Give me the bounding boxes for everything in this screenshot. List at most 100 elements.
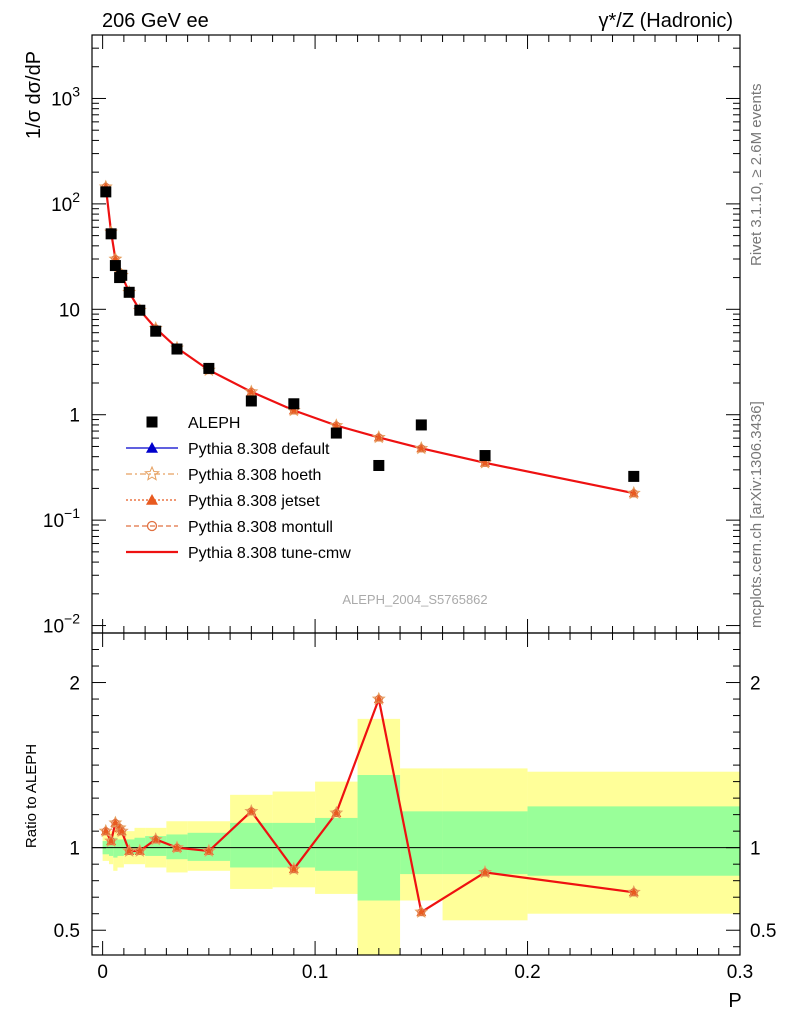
rivet-version-label: Rivet 3.1.10, ≥ 2.6M events xyxy=(748,84,765,267)
y-tick-label: 10 xyxy=(59,300,80,321)
uncertainty-band-inner xyxy=(442,811,528,875)
legend-marker-hoeth xyxy=(144,465,160,481)
legend-label: Pythia 8.308 hoeth xyxy=(188,467,321,484)
ratio-ylabel: Ratio to ALEPH xyxy=(23,744,40,848)
data-point-aleph xyxy=(171,343,183,355)
ratio-marker-hoeth xyxy=(132,843,147,857)
ratio-marker-hoeth xyxy=(201,843,216,857)
data-point-aleph xyxy=(415,419,427,431)
ratio-marker-montull xyxy=(332,808,341,817)
data-point-aleph xyxy=(100,186,112,198)
mc-marker-hoeth xyxy=(626,485,641,500)
ratio-marker-montull xyxy=(481,868,490,877)
mc-marker-montull xyxy=(374,433,383,442)
ratio-marker-montull xyxy=(374,695,383,704)
data-point-aleph xyxy=(330,427,342,439)
mc-marker-montull xyxy=(247,387,256,396)
legend-marker-montull xyxy=(146,520,158,532)
ratio-marker-montull xyxy=(107,837,116,846)
header-right: γ*/Z (Hadronic) xyxy=(599,10,733,32)
mcplots-label: mcplots.cern.ch [arXiv:1306.3436] xyxy=(748,401,765,628)
mc-marker-montull xyxy=(629,489,638,498)
y-tick-label-right: 0.5 xyxy=(750,921,776,942)
x-tick-label: 0.3 xyxy=(727,962,753,983)
ratio-marker-montull xyxy=(289,865,298,874)
uncertainty-band-inner xyxy=(527,806,740,876)
uncertainty-band-inner xyxy=(315,817,358,871)
ratio-marker-hoeth xyxy=(626,885,641,899)
data-point-aleph xyxy=(245,395,257,407)
data-point-aleph xyxy=(373,459,385,471)
data-point-aleph xyxy=(105,228,117,240)
x-axis-title: P xyxy=(728,990,741,1012)
ratio-marker-hoeth xyxy=(114,823,129,838)
data-point-aleph xyxy=(123,286,135,298)
legend-label: Pythia 8.308 tune-cmw xyxy=(188,545,351,562)
ratio-marker-hoeth xyxy=(371,691,386,705)
ratio-marker-montull xyxy=(172,843,181,852)
ratio-marker-montull xyxy=(135,846,144,855)
legend-label: Pythia 8.308 jetset xyxy=(188,493,320,510)
legend-label: ALEPH xyxy=(188,415,240,432)
ratio-marker-hoeth xyxy=(286,861,301,876)
mc-marker-montull xyxy=(417,444,426,453)
main-frame xyxy=(91,34,741,634)
ratio-marker-hoeth xyxy=(244,803,259,818)
y-tick-label: 102 xyxy=(51,189,80,216)
ratio-marker-montull xyxy=(629,888,638,897)
ratio-frame xyxy=(91,632,741,956)
data-point-aleph xyxy=(134,304,146,316)
mc-marker-hoeth xyxy=(244,384,259,398)
mc-curve-hoeth xyxy=(105,186,634,494)
ratio-marker-montull xyxy=(204,846,213,855)
main-ylabel: 1/σ dσ/dP xyxy=(23,51,45,139)
data-point-aleph xyxy=(150,325,162,337)
y-tick-label: 0.5 xyxy=(54,921,80,942)
ratio-marker-hoeth xyxy=(98,823,113,838)
ratio-marker-montull xyxy=(101,827,110,836)
ratio-panel: 0 0.1 0.2 0.3 0.5 0.5 1 1 2 2 xyxy=(54,632,776,983)
legend-marker-jetset xyxy=(146,494,158,505)
ratio-marker-montull xyxy=(125,846,134,855)
mc-marker-hoeth xyxy=(414,441,429,455)
uncertainty-band-inner xyxy=(230,822,273,868)
data-point-aleph xyxy=(628,470,640,482)
main-panel: 10−2 10−1 1 10 102 103 ALEPH Pythia 8.308 defau… xyxy=(43,34,741,638)
ratio-marker-hoeth xyxy=(148,832,163,846)
data-point-aleph xyxy=(109,260,121,272)
legend-marker-default xyxy=(146,442,158,453)
x-tick-label: 0.2 xyxy=(514,962,540,983)
legend-label: Pythia 8.308 default xyxy=(188,441,330,458)
y-tick-label-right: 2 xyxy=(750,674,761,695)
legend: ALEPH Pythia 8.308 default Pythia 8.308 ho… xyxy=(126,415,351,562)
uncertainty-band-inner xyxy=(272,822,316,868)
legend-marker-aleph xyxy=(146,416,158,428)
ratio-marker-montull xyxy=(151,835,160,844)
ratio-marker-hoeth xyxy=(329,805,344,819)
uncertainty-band-inner xyxy=(357,775,401,901)
ratio-marker-hoeth xyxy=(414,904,429,918)
ratio-marker-hoeth xyxy=(478,865,493,879)
y-tick-label: 1 xyxy=(69,406,80,427)
ratio-marker-hoeth xyxy=(170,840,184,854)
ratio-marker-montull xyxy=(117,827,126,836)
y-tick-label: 103 xyxy=(51,83,80,110)
y-tick-label: 1 xyxy=(69,839,80,860)
data-point-aleph xyxy=(203,362,215,374)
header-left: 206 GeV ee xyxy=(102,10,209,32)
ratio-marker-hoeth xyxy=(104,833,119,847)
y-tick-label: 10−1 xyxy=(43,505,80,532)
x-tick-label: 0.1 xyxy=(302,962,328,983)
ratio-marker-montull xyxy=(417,908,426,917)
data-point-aleph xyxy=(116,269,128,281)
mc-marker-hoeth xyxy=(371,430,386,444)
data-point-aleph xyxy=(288,398,300,410)
y-tick-label-right: 1 xyxy=(750,839,761,860)
legend-label: Pythia 8.308 montull xyxy=(188,519,333,536)
y-tick-label: 2 xyxy=(69,674,80,695)
analysis-watermark: ALEPH_2004_S5765862 xyxy=(342,592,487,607)
x-tick-label: 0 xyxy=(97,962,108,983)
mc-curve-tune-cmw xyxy=(104,186,635,495)
